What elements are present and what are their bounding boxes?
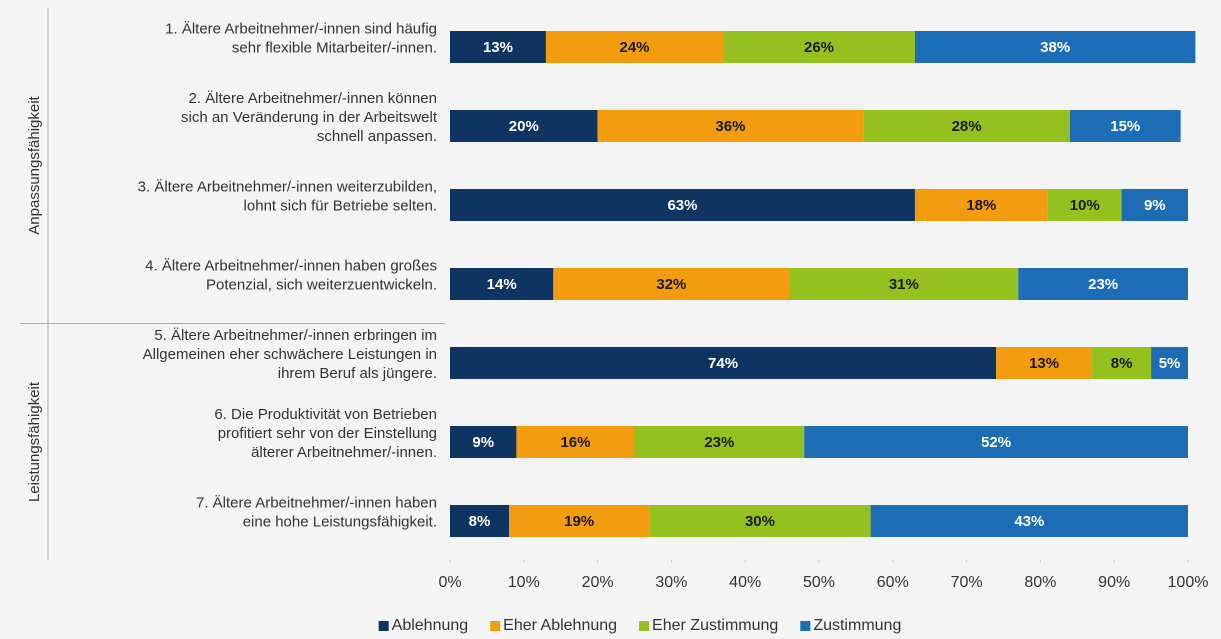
value-label: 32% [656,276,686,293]
value-label: 16% [560,434,590,451]
bar-segment [1047,189,1122,221]
legend-label: Zustimmung [813,617,901,634]
value-label: 28% [952,118,982,135]
value-label: 18% [966,197,996,214]
value-label: 23% [1088,276,1118,293]
bar-segment [863,110,1070,142]
category-label: älterer Arbeitnehmer/-innen. [251,444,437,461]
bar-segment [1069,110,1181,142]
value-label: 43% [1014,513,1044,530]
category-label: 3. Ältere Arbeitnehmer/-innen weiterzubi… [138,178,437,195]
value-label: 8% [1111,355,1133,372]
category-label: eine hohe Leistungsfähigkeit. [243,513,437,530]
bar-segment [870,505,1188,537]
x-tick-label: 60% [877,574,909,591]
value-label: 9% [472,434,494,451]
value-label: 14% [487,276,517,293]
category-label: 7. Ältere Arbeitnehmer/-innen haben [196,494,437,511]
value-label: 30% [745,513,775,530]
bar-segment [450,426,517,458]
category-label: sich an Veränderung in der Arbeitswelt [181,109,438,126]
category-label: 5. Ältere Arbeitnehmer/-innen erbringen … [154,327,437,344]
category-label: 4. Ältere Arbeitnehmer/-innen haben groß… [145,257,437,274]
bar-segment [996,347,1093,379]
category-label: 1. Ältere Arbeitnehmer/-innen sind häufi… [165,20,437,37]
legend-label: Eher Zustimmung [652,617,778,634]
bar-segment [1092,347,1152,379]
value-label: 19% [564,513,594,530]
bar-segment [450,268,554,300]
x-tick-label: 100% [1168,574,1209,591]
value-label: 13% [1029,355,1059,372]
bar-segment [450,189,915,221]
category-label: Potenzial, sich weiterzuentwickeln. [206,276,437,293]
x-tick-label: 50% [803,574,835,591]
category-label: lohnt sich für Betriebe selten. [244,197,437,214]
category-label: 6. Die Produktivität von Betrieben [214,406,437,423]
bar-segment [545,31,724,63]
legend-swatch [378,621,389,631]
category-label: profitiert sehr von der Einstellung [218,425,437,442]
value-label: 5% [1159,355,1181,372]
value-label: 15% [1110,118,1140,135]
legend-label: Ablehnung [392,617,469,634]
bar-segment [450,347,997,379]
bar-segment [509,505,650,537]
category-label: schnell anpassen. [317,128,437,145]
value-label: 9% [1144,197,1166,214]
value-label: 26% [804,39,834,56]
category-label: sehr flexible Mitarbeiter/-innen. [232,39,437,56]
legend-swatch [639,621,650,631]
x-tick-label: 20% [582,574,614,591]
value-label: 23% [704,434,734,451]
bar-segment [914,31,1196,63]
x-tick-label: 80% [1024,574,1056,591]
bar-segment [723,31,915,63]
category-label: ihrem Beruf als jüngere. [278,365,437,382]
x-tick-label: 10% [508,574,540,591]
bar-segment [649,505,871,537]
value-label: 8% [469,513,491,530]
value-label: 20% [509,118,539,135]
group-label: Leistungsfähigkeit [26,381,43,502]
bar-segment [789,268,1019,300]
legend-label: Eher Ablehnung [503,617,617,634]
bar-segment [450,110,598,142]
legend-swatch [800,621,811,631]
category-label: Allgemeinen eher schwächere Leistungen i… [143,346,437,363]
bar-segment [914,189,1048,221]
value-label: 63% [667,197,697,214]
x-tick-label: 90% [1098,574,1130,591]
bar-segment [634,426,805,458]
value-label: 36% [715,118,745,135]
bar-segment [450,505,510,537]
value-label: 52% [981,434,1011,451]
legend-swatch [490,621,501,631]
bar-segment [1151,347,1188,379]
value-label: 13% [483,39,513,56]
bar-segment [553,268,790,300]
value-label: 31% [889,276,919,293]
value-label: 38% [1040,39,1070,56]
x-tick-label: 30% [655,574,687,591]
bar-segment [597,110,864,142]
bar-segment [1018,268,1188,300]
group-label: Anpassungsfähigkeit [26,95,43,234]
value-label: 24% [619,39,649,56]
value-label: 74% [708,355,738,372]
bar-segment [450,31,546,63]
bar-segment [1121,189,1188,221]
bar-segment [804,426,1188,458]
x-tick-label: 70% [951,574,983,591]
value-label: 10% [1070,197,1100,214]
x-tick-label: 0% [438,574,461,591]
category-label: 2. Ältere Arbeitnehmer/-innen können [189,90,438,107]
x-tick-label: 40% [729,574,761,591]
bar-segment [516,426,635,458]
